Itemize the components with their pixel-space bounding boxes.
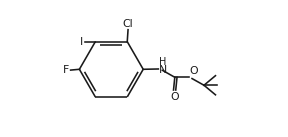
Text: O: O	[190, 66, 198, 76]
Text: N: N	[159, 65, 167, 75]
Text: O: O	[170, 92, 179, 102]
Text: I: I	[80, 37, 83, 47]
Text: H: H	[159, 57, 166, 67]
Text: F: F	[63, 65, 69, 75]
Text: Cl: Cl	[123, 19, 133, 29]
